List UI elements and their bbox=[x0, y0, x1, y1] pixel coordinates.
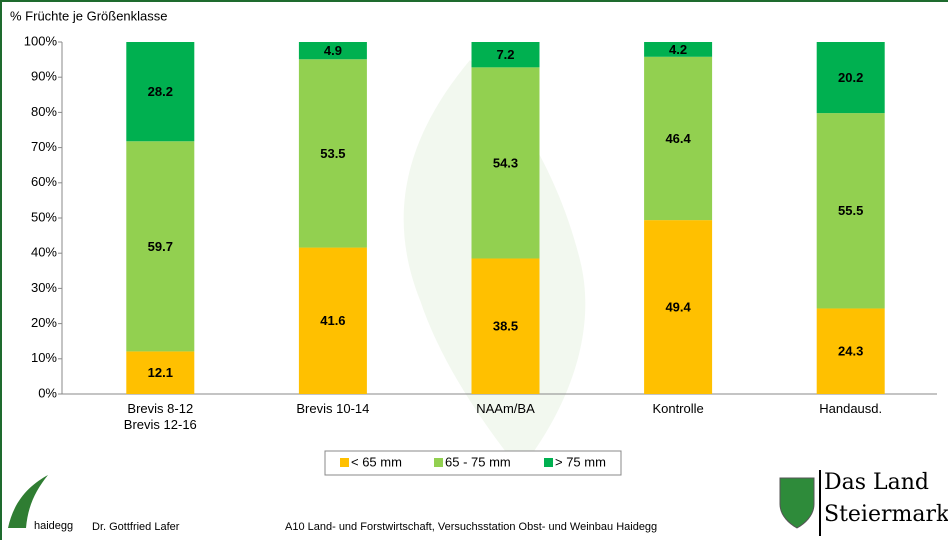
bar-segment bbox=[126, 141, 195, 352]
y-tick-label: 20% bbox=[31, 315, 57, 330]
y-tick-label: 40% bbox=[31, 245, 57, 260]
y-tick-label: 70% bbox=[31, 139, 57, 154]
x-tick-label: Handausd. bbox=[819, 401, 883, 416]
brand: Steiermark bbox=[824, 502, 948, 527]
data-label: 59.7 bbox=[148, 239, 173, 254]
x-tick-label: Brevis 8-12 Brevis 12-16 bbox=[123, 401, 197, 432]
data-label: 54.3 bbox=[493, 155, 518, 170]
coat-of-arms bbox=[779, 477, 815, 529]
x-tick-label: NAAm/BA bbox=[476, 401, 535, 416]
logo-text: haidegg bbox=[34, 520, 74, 532]
y-tick-label: 100% bbox=[24, 33, 58, 48]
y-tick-label: 30% bbox=[31, 280, 57, 295]
data-label: 49.4 bbox=[665, 299, 691, 314]
y-tick-label: 80% bbox=[31, 104, 57, 119]
bar-segment bbox=[644, 220, 713, 394]
legend-swatch bbox=[544, 458, 553, 467]
bar-segment bbox=[816, 308, 885, 394]
bar-segment bbox=[298, 59, 367, 248]
bar-segment bbox=[298, 247, 367, 394]
y-tick-label: 60% bbox=[31, 174, 57, 189]
logo-leaf bbox=[8, 475, 48, 528]
y-tick-label: 10% bbox=[31, 350, 57, 365]
data-label: 46.4 bbox=[665, 131, 691, 146]
bar-segment bbox=[816, 42, 885, 114]
data-label: 55.5 bbox=[838, 203, 863, 218]
legend-swatch bbox=[340, 458, 349, 467]
legend-label: 65 - 75 mm bbox=[445, 454, 511, 469]
legend-swatch bbox=[434, 458, 443, 467]
bar-segment bbox=[471, 258, 540, 394]
data-label: 28.2 bbox=[148, 84, 173, 99]
y-tick-label: 90% bbox=[31, 69, 57, 84]
data-label: 41.6 bbox=[320, 313, 345, 328]
institution: A10 Land- und Forstwirtschaft, Versuchss… bbox=[285, 521, 658, 533]
x-tick-label: Kontrolle bbox=[652, 401, 704, 416]
data-label: 53.5 bbox=[320, 146, 345, 161]
bar-segment bbox=[644, 56, 713, 221]
legend-label: > 75 mm bbox=[555, 454, 606, 469]
data-label: 20.2 bbox=[838, 70, 863, 85]
bar-segment bbox=[816, 113, 885, 309]
bar-segment bbox=[644, 42, 713, 57]
data-label: 38.5 bbox=[493, 319, 518, 334]
y-tick-label: 0% bbox=[38, 385, 57, 400]
data-label: 7.2 bbox=[496, 47, 514, 62]
author: Dr. Gottfried Lafer bbox=[92, 521, 180, 533]
data-label: 4.9 bbox=[324, 43, 342, 58]
legend-box bbox=[324, 450, 622, 476]
data-label: 12.1 bbox=[148, 365, 173, 380]
data-label: 4.2 bbox=[669, 42, 687, 57]
bar-segment bbox=[471, 42, 540, 68]
bar-segment bbox=[126, 351, 195, 394]
x-tick-label: Brevis 10-14 bbox=[296, 401, 370, 416]
y-tick-label: 50% bbox=[31, 209, 57, 224]
bar-segment bbox=[298, 42, 367, 60]
data-label: 24.3 bbox=[838, 344, 863, 359]
brand: Das Land bbox=[824, 470, 930, 495]
legend-label: < 65 mm bbox=[351, 454, 402, 469]
bar-segment bbox=[471, 67, 540, 259]
bar-segment bbox=[126, 42, 195, 142]
chart-title: % Früchte je Größenklasse bbox=[10, 8, 168, 23]
